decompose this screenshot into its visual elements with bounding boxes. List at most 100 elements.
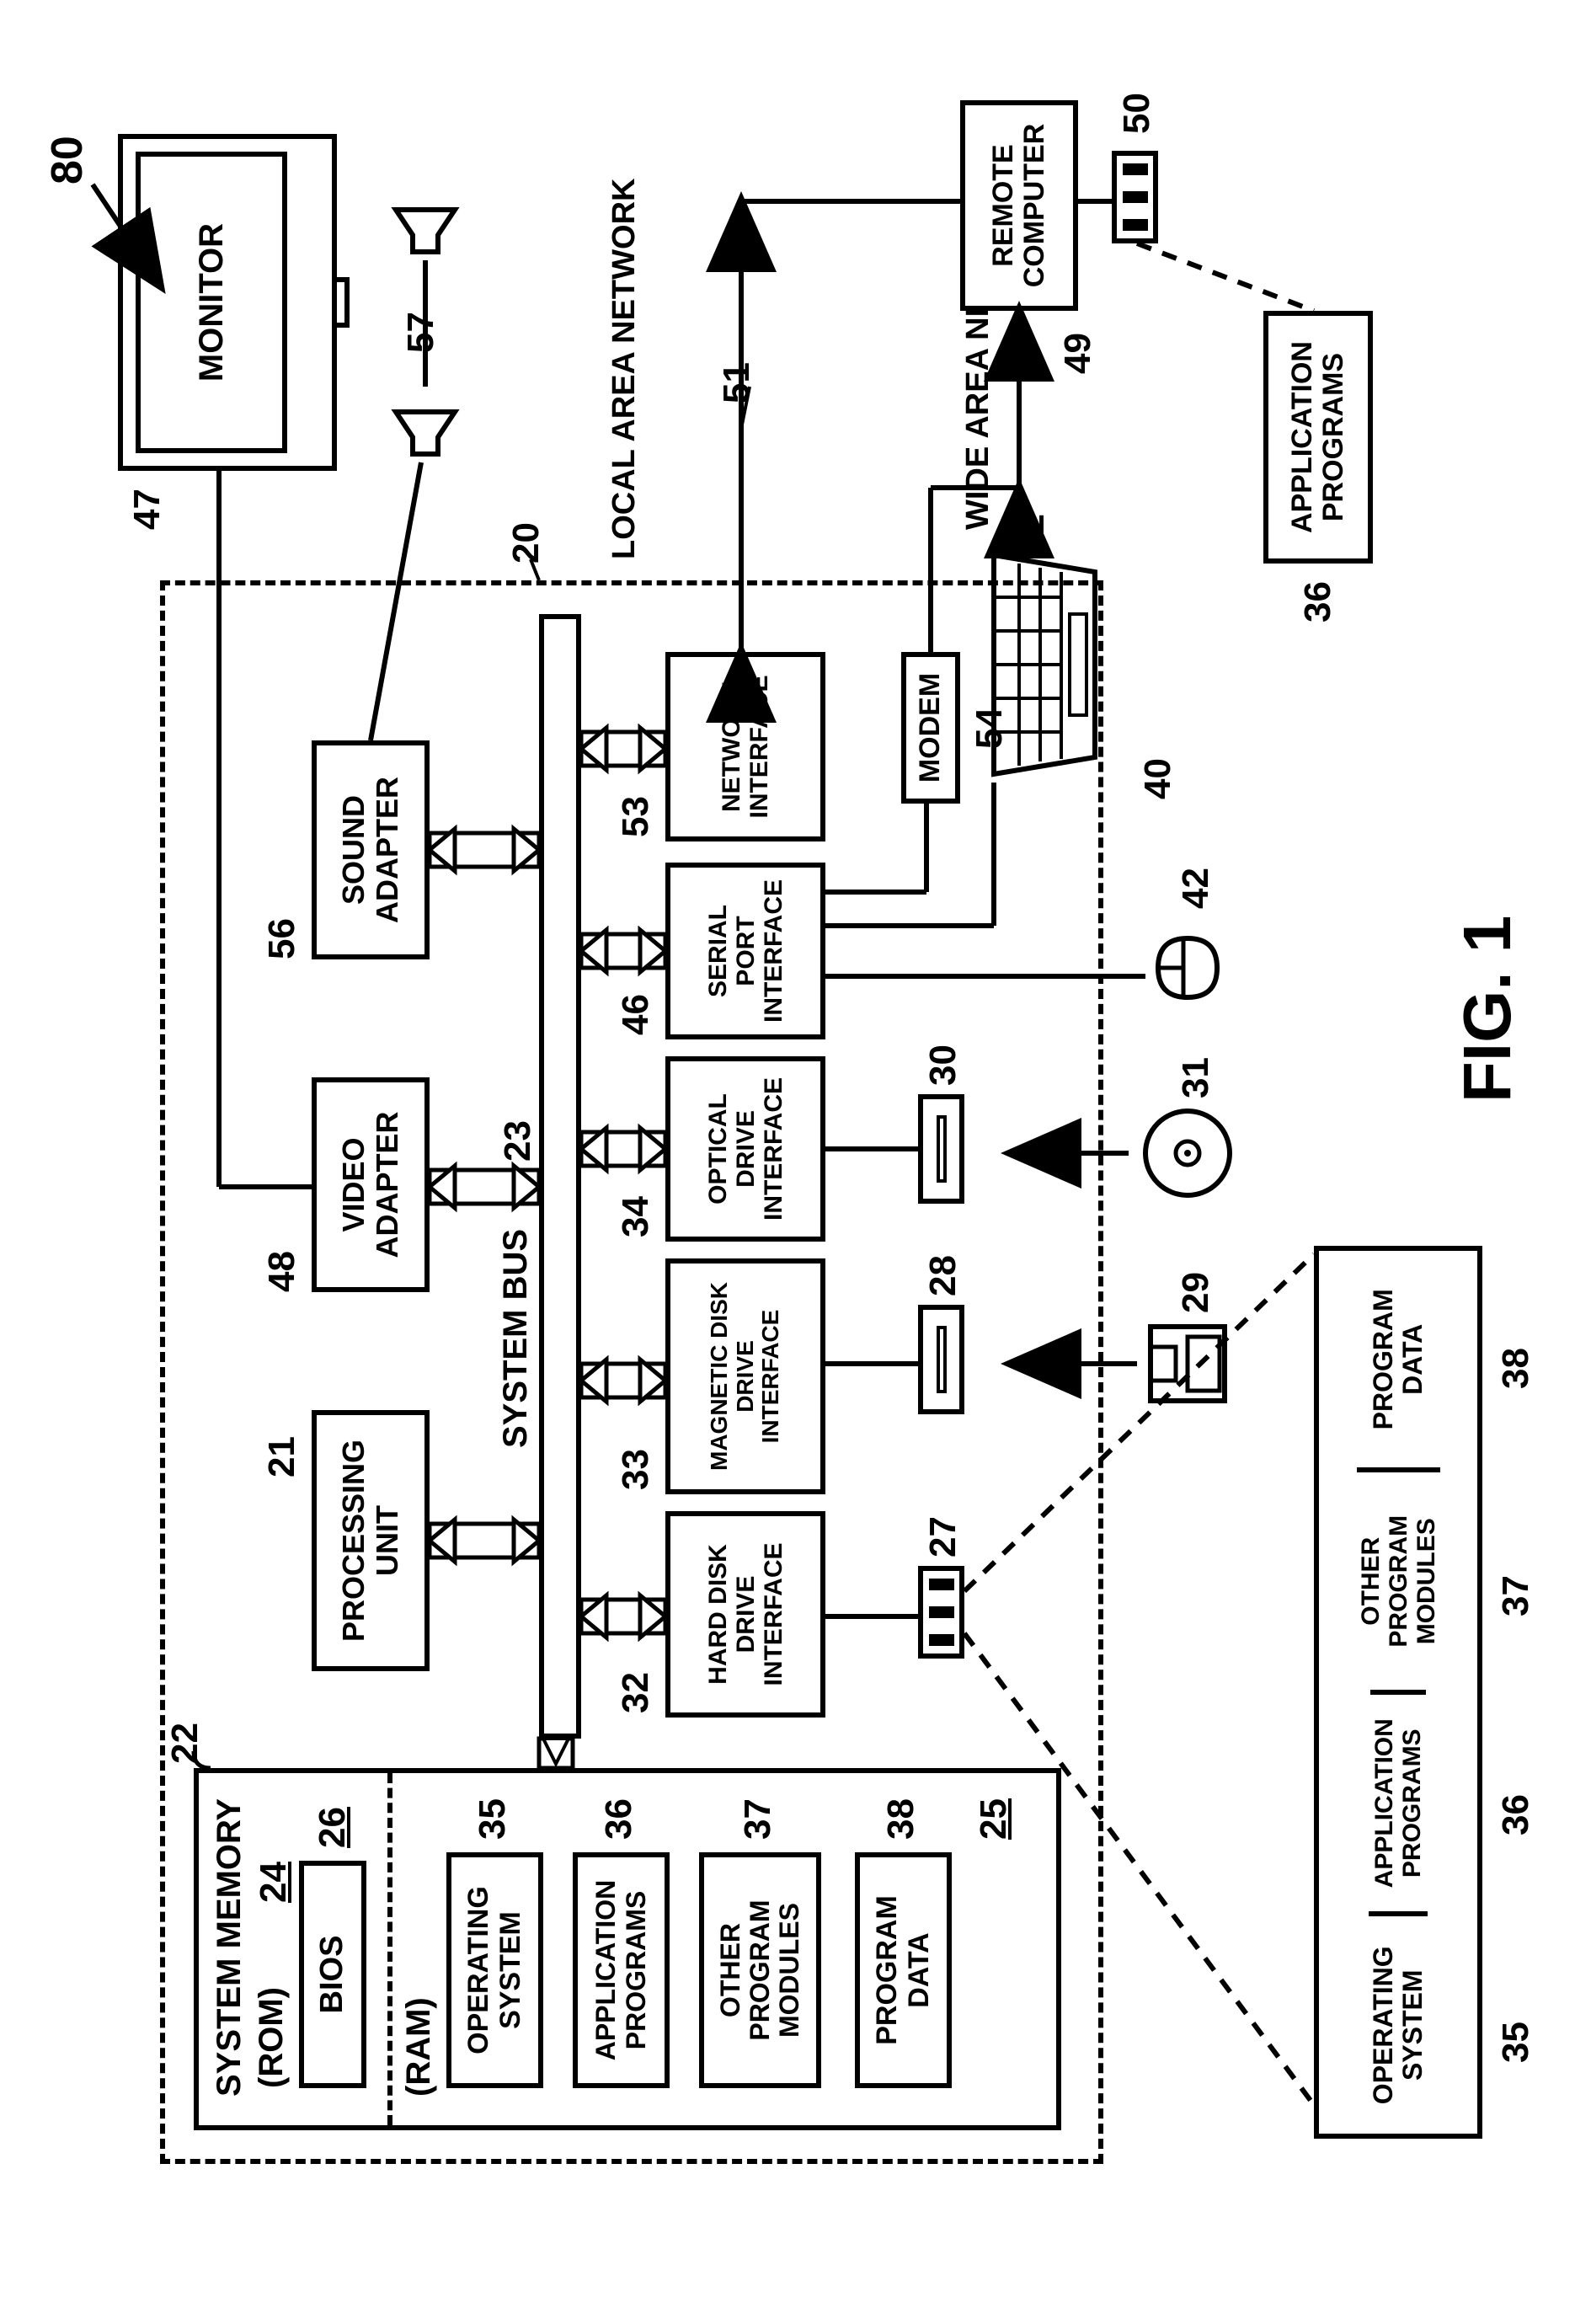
sb-other: OTHER PROGRAM MODULES — [1357, 1468, 1440, 1691]
lan-label: LOCAL AREA NETWORK — [606, 179, 643, 559]
sm-data-box: PROGRAM DATA — [855, 1852, 952, 2088]
rom-num: 24 — [253, 1862, 295, 1903]
sb-data-label: PROGRAM DATA — [1369, 1289, 1428, 1429]
ram-label: (RAM) — [400, 1997, 438, 2097]
sysmem-num: 22 — [164, 1723, 206, 1764]
bios-num: 26 — [312, 1807, 354, 1848]
odd-if-label: OPTICAL DRIVE INTERFACE — [704, 1077, 787, 1221]
modem: MODEM — [901, 652, 960, 804]
ram-num: 25 — [973, 1798, 1015, 1840]
sound-adapter-num: 56 — [261, 918, 303, 959]
hdd-device — [918, 1566, 964, 1659]
serial-interface: SERIAL PORT INTERFACE — [665, 863, 825, 1039]
app-programs-remote-num: 36 — [1297, 581, 1339, 622]
bios-label: BIOS — [315, 1936, 350, 2014]
keyboard-num: 40 — [1137, 758, 1179, 799]
mouse-num: 42 — [1175, 868, 1217, 909]
serial-if-label: SERIAL PORT INTERFACE — [704, 879, 787, 1023]
sb-apps: APPLICATION PROGRAMS — [1370, 1690, 1426, 1912]
sm-data-num: 38 — [880, 1798, 922, 1840]
app-programs-remote-label: APPLICATION PROGRAMS — [1287, 341, 1350, 533]
sound-adapter: SOUND ADAPTER — [312, 740, 430, 959]
floppy-drive-slot — [918, 1305, 964, 1414]
sm-os-box: OPERATING SYSTEM — [446, 1852, 543, 2088]
serial-if-num: 46 — [615, 994, 657, 1035]
remote-storage — [1112, 151, 1158, 243]
speaker-left-icon — [387, 387, 467, 462]
hdd-if-num: 32 — [615, 1672, 657, 1713]
lan-num: 51 — [716, 362, 758, 403]
app-programs-remote: APPLICATION PROGRAMS — [1263, 311, 1373, 564]
network-if-num: 53 — [615, 796, 657, 837]
remote-storage-num: 50 — [1116, 93, 1158, 134]
sb-other-label: OTHER PROGRAM MODULES — [1357, 1515, 1440, 1648]
optical-drive-slot — [918, 1094, 964, 1204]
system-bus — [539, 614, 581, 1739]
hdd-num: 27 — [922, 1516, 964, 1557]
network-if-label: NETWORK INTERFACE — [718, 676, 773, 819]
sound-adapter-label: SOUND ADAPTER — [337, 777, 403, 923]
rom-label: (ROM) — [253, 1987, 291, 2088]
sb-os: OPERATING SYSTEM — [1369, 1912, 1428, 2134]
hdd-if-label: HARD DISK DRIVE INTERFACE — [704, 1543, 787, 1686]
monitor-num: 47 — [126, 489, 168, 530]
remote-computer: REMOTE COMPUTER — [960, 100, 1078, 311]
modem-num: 54 — [969, 708, 1011, 749]
odd-if-num: 34 — [615, 1196, 657, 1237]
speaker-right-icon — [387, 184, 467, 260]
floppy-disk-num: 29 — [1175, 1272, 1217, 1313]
processing-unit: PROCESSING UNIT — [312, 1410, 430, 1671]
speakers-num: 57 — [400, 312, 442, 353]
sm-other-label: OTHER PROGRAM MODULES — [716, 1899, 805, 2040]
sm-apps-num: 36 — [598, 1798, 640, 1840]
floppy-drive-num: 28 — [922, 1255, 964, 1296]
modem-label: MODEM — [915, 673, 946, 783]
bios-box: BIOS — [299, 1861, 366, 2088]
sb-apps-num: 36 — [1495, 1794, 1537, 1835]
sm-os-num: 35 — [472, 1798, 514, 1840]
remote-computer-label: REMOTE COMPUTER — [988, 124, 1051, 288]
sm-data-label: PROGRAM DATA — [872, 1895, 935, 2045]
optical-disc-icon — [1137, 1103, 1242, 1204]
sm-apps-label: APPLICATION PROGRAMS — [591, 1880, 650, 2061]
sb-os-num: 35 — [1495, 2022, 1537, 2063]
wan-num: 52 — [1011, 514, 1053, 555]
monitor-label: MONITOR — [193, 223, 230, 382]
system-bus-num: 23 — [497, 1120, 539, 1162]
boundary-num-20: 20 — [505, 522, 547, 564]
figure-pointer-80: 80 — [42, 136, 93, 184]
processing-unit-num: 21 — [261, 1436, 303, 1477]
system-memory-header: SYSTEM MEMORY — [211, 1798, 248, 2097]
odd-interface: OPTICAL DRIVE INTERFACE — [665, 1056, 825, 1242]
sm-other-box: OTHER PROGRAM MODULES — [699, 1852, 821, 2088]
monitor-outer: MONITOR — [118, 134, 337, 471]
mdd-if-label: MAGNETIC DISK DRIVE INTERFACE — [707, 1282, 784, 1471]
sb-data: PROGRAM DATA — [1369, 1251, 1428, 1468]
sb-apps-label: APPLICATION PROGRAMS — [1370, 1718, 1426, 1888]
video-adapter-label: VIDEO ADAPTER — [337, 1112, 403, 1258]
mouse-icon — [1145, 922, 1234, 1014]
sb-os-label: OPERATING SYSTEM — [1369, 1946, 1428, 2104]
floppy-disk-icon — [1145, 1322, 1234, 1406]
optical-drive-num: 30 — [922, 1044, 964, 1086]
storage-bar: OPERATING SYSTEM APPLICATION PROGRAMS OT… — [1314, 1246, 1482, 2139]
sb-other-num: 37 — [1495, 1575, 1537, 1616]
figure-title: FIG. 1 — [1449, 916, 1526, 1103]
hdd-interface: HARD DISK DRIVE INTERFACE — [665, 1511, 825, 1718]
sm-os-label: OPERATING SYSTEM — [463, 1886, 526, 2054]
monitor-stand — [337, 277, 350, 328]
sm-apps-box: APPLICATION PROGRAMS — [573, 1852, 670, 2088]
optical-disc-num: 31 — [1175, 1057, 1217, 1098]
monitor-screen: MONITOR — [136, 152, 287, 453]
mdd-interface: MAGNETIC DISK DRIVE INTERFACE — [665, 1258, 825, 1494]
video-adapter-num: 48 — [261, 1251, 303, 1292]
rom-ram-divider — [387, 1773, 392, 2125]
video-adapter: VIDEO ADAPTER — [312, 1077, 430, 1292]
sm-other-num: 37 — [737, 1798, 779, 1840]
mdd-if-num: 33 — [615, 1449, 657, 1490]
sb-data-num: 38 — [1495, 1348, 1537, 1389]
network-interface: NETWORK INTERFACE — [665, 652, 825, 841]
keyboard-icon — [977, 538, 1150, 791]
system-bus-label: SYSTEM BUS — [497, 1229, 535, 1448]
processing-unit-label: PROCESSING UNIT — [337, 1440, 403, 1642]
